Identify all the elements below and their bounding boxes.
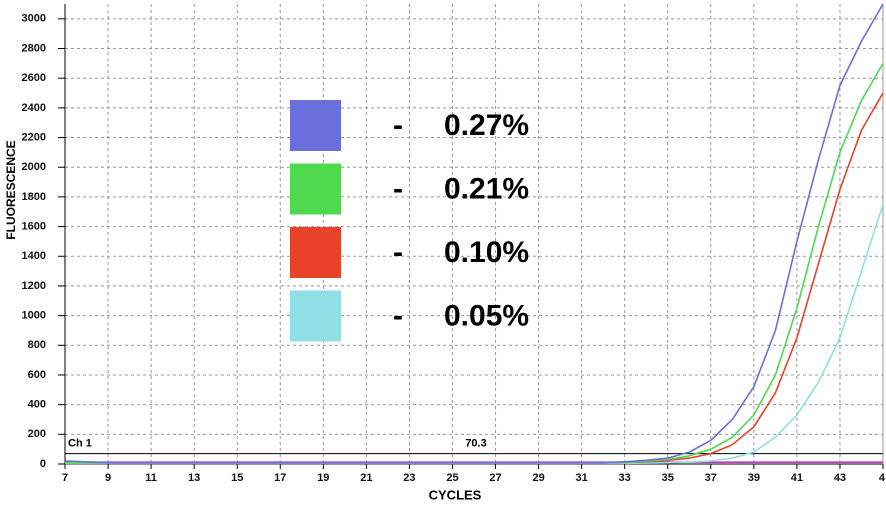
legend-swatch (290, 290, 341, 342)
y-tick-label: 1400 (22, 250, 46, 262)
x-tick-label: 17 (274, 472, 286, 484)
y-tick-label: 800 (28, 339, 46, 351)
legend-label: 0.21% (444, 172, 529, 205)
y-tick-label: 2000 (22, 161, 46, 173)
x-tick-label: 19 (317, 472, 329, 484)
legend-swatch (290, 227, 341, 278)
x-tick-label: 9 (105, 472, 111, 484)
x-tick-label: 7 (62, 472, 68, 484)
y-tick-label: 0 (40, 458, 46, 470)
y-tick-label: 400 (28, 399, 46, 411)
x-tick-label: 13 (188, 472, 200, 484)
y-tick-label: 2600 (22, 72, 46, 84)
y-tick-label: 600 (28, 369, 46, 381)
y-tick-label: 1800 (22, 191, 46, 203)
y-axis-label: FLUORESCENCE (4, 140, 18, 239)
x-axis-label: CYCLES (429, 487, 482, 502)
legend-dash: - (393, 299, 403, 332)
y-tick-label: 3000 (22, 13, 46, 25)
x-tick-label: 25 (446, 472, 458, 484)
y-tick-label: 2200 (22, 131, 46, 143)
threshold-value: 70.3 (465, 437, 486, 449)
x-tick-label: 27 (489, 472, 501, 484)
series-line (64, 3, 884, 464)
x-tick-label: 31 (576, 472, 588, 484)
x-tick-label: 4 (879, 472, 886, 484)
y-tick-label: 2800 (22, 42, 46, 54)
x-tick-label: 33 (619, 472, 631, 484)
y-tick-label: 2400 (22, 102, 46, 114)
x-tick-label: 39 (748, 472, 760, 484)
series-line (65, 92, 884, 464)
legend-label: 0.27% (444, 109, 529, 142)
y-tick-label: 200 (28, 428, 46, 440)
legend-dash: - (393, 172, 403, 205)
legend-swatch (290, 100, 341, 151)
legend-label: 0.05% (444, 299, 529, 332)
y-tick-label: 1000 (22, 310, 46, 322)
legend-swatch (290, 163, 341, 215)
threshold-channel: Ch 1 (68, 437, 92, 449)
x-tick-label: 11 (145, 472, 157, 484)
y-tick-label: 1600 (22, 220, 46, 232)
x-tick-label: 37 (705, 472, 717, 484)
x-tick-label: 43 (834, 472, 846, 484)
legend-dash: - (393, 236, 403, 269)
y-tick-label: 1200 (22, 280, 46, 292)
legend-dash: - (393, 109, 403, 142)
x-tick-label: 41 (791, 472, 803, 484)
legend-label: 0.10% (444, 236, 529, 269)
x-tick-label: 21 (360, 472, 372, 484)
x-tick-label: 15 (231, 472, 243, 484)
x-tick-label: 23 (403, 472, 415, 484)
x-tick-label: 35 (662, 472, 674, 484)
x-tick-label: 29 (532, 472, 544, 484)
